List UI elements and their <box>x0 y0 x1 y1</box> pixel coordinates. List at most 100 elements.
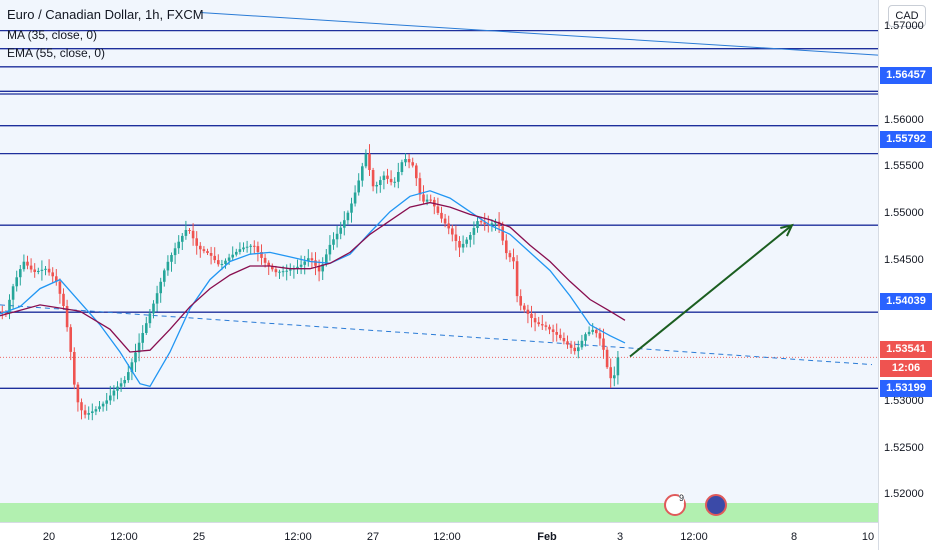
price-tick-label: 1.56000 <box>884 114 924 126</box>
candle <box>166 255 170 276</box>
candle <box>29 258 33 273</box>
candle-body <box>303 261 306 265</box>
candle <box>303 255 306 275</box>
candle <box>105 393 108 411</box>
candle <box>170 252 173 272</box>
currency-badge[interactable]: CAD <box>888 5 926 27</box>
candle <box>533 312 537 332</box>
candle-body <box>584 334 587 341</box>
candle <box>238 242 242 255</box>
candle-body <box>361 166 364 181</box>
candle-body <box>62 293 65 306</box>
candle-body <box>404 159 407 163</box>
candle-body <box>253 245 256 247</box>
candle <box>69 324 72 361</box>
ema-legend[interactable]: EMA (55, close, 0) <box>7 46 106 60</box>
candle-body <box>332 239 335 245</box>
candle-body <box>454 234 458 241</box>
candle-body <box>137 342 141 353</box>
candle <box>357 173 360 196</box>
candle <box>98 401 101 412</box>
candle-body <box>173 248 177 256</box>
chart-plot-area[interactable]: Euro / Canadian Dollar, 1h, FXCM MA (35,… <box>0 0 878 522</box>
candle <box>263 253 267 268</box>
candle-body <box>519 296 522 306</box>
candle <box>94 406 98 416</box>
candle <box>278 269 281 279</box>
candle-body <box>339 227 342 234</box>
candle <box>242 242 245 252</box>
candle-body <box>307 258 310 262</box>
candle-body <box>321 264 324 272</box>
candle-body <box>289 269 292 271</box>
candle-body <box>238 249 242 252</box>
candle-body <box>580 340 584 348</box>
candle <box>123 376 126 387</box>
candle <box>47 259 51 276</box>
candle-body <box>393 181 396 183</box>
candle <box>253 240 256 254</box>
candle-body <box>555 332 558 335</box>
candle <box>379 176 382 193</box>
price-label-l1: 1.56457 <box>880 67 932 84</box>
price-tick-label: 1.52500 <box>884 442 924 454</box>
candle-body <box>177 241 180 249</box>
candle <box>245 240 249 253</box>
candle <box>541 315 544 330</box>
chart-canvas[interactable] <box>0 0 878 522</box>
candle <box>523 303 526 313</box>
candle-body <box>44 268 47 270</box>
candle-body <box>152 303 155 314</box>
candle <box>364 149 368 169</box>
candle-body <box>15 277 18 287</box>
eu-event-icon[interactable] <box>705 494 727 516</box>
candle-body <box>134 352 137 363</box>
candle <box>271 263 274 272</box>
candle-body <box>350 203 353 213</box>
candle <box>267 260 270 275</box>
canada-event-icon[interactable]: 9 <box>664 493 686 516</box>
candle-body <box>548 326 551 330</box>
candle-body <box>33 269 36 272</box>
candle-body <box>145 323 148 333</box>
candle <box>65 299 69 332</box>
candle <box>191 223 195 246</box>
candle <box>415 163 418 186</box>
candle-body <box>343 220 346 228</box>
candle <box>537 316 540 327</box>
candle-body <box>443 218 447 224</box>
candle-body <box>191 230 195 239</box>
candle <box>472 221 476 245</box>
candle-body <box>451 228 454 235</box>
candle-body <box>533 318 537 323</box>
candle <box>109 385 112 405</box>
candle-body <box>87 413 90 415</box>
candle-body <box>220 264 224 265</box>
time-tick-label: 12:00 <box>110 531 138 543</box>
candle-body <box>526 309 530 314</box>
candle-body <box>310 258 314 261</box>
price-axis[interactable] <box>878 0 932 550</box>
candle <box>260 244 263 265</box>
candle-body <box>382 175 386 180</box>
horizontal-levels <box>0 29 878 522</box>
candle-body <box>155 293 159 304</box>
candle <box>411 157 414 168</box>
candle-body <box>523 305 526 310</box>
candle <box>202 246 206 254</box>
candle-body <box>4 312 8 314</box>
candle <box>209 246 213 265</box>
trendline-1 <box>199 12 878 56</box>
candle-body <box>425 199 429 202</box>
ma-legend[interactable]: MA (35, close, 0) <box>7 28 98 42</box>
candle <box>613 366 616 387</box>
candle-body <box>98 406 101 410</box>
candle-body <box>346 212 350 221</box>
candle <box>184 220 188 240</box>
time-axis[interactable]: 20 12:00 25 12:00 27 12:00 Feb 3 12:00 8 10 <box>0 522 878 551</box>
candle-body <box>400 162 404 172</box>
candle <box>40 260 44 281</box>
candle <box>296 259 299 274</box>
candle-body <box>245 246 249 248</box>
support-zone-band <box>0 503 878 522</box>
